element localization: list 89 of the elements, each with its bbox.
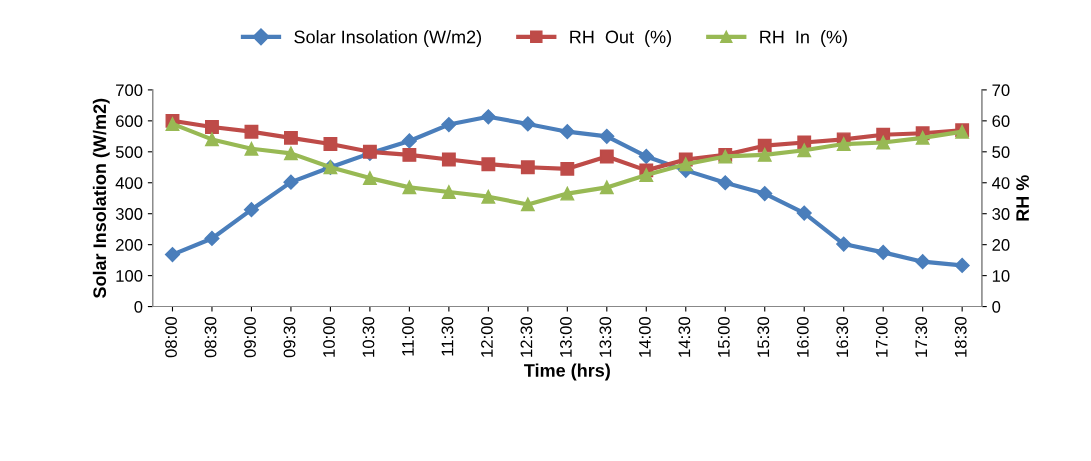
x-tick-label: 12:00 xyxy=(481,316,493,357)
point xyxy=(757,186,773,202)
x-tick-label: 14:00 xyxy=(638,316,651,357)
point xyxy=(520,197,535,212)
y2-tick-label: 40 xyxy=(992,177,1010,189)
point xyxy=(638,148,654,165)
x-axis-title: Time (hrs) xyxy=(524,363,610,381)
x-tick-label: 09:00 xyxy=(244,316,256,358)
y2-tick-label: 10 xyxy=(992,270,1010,282)
x-tick-label: 13:00 xyxy=(559,316,572,357)
x-tick-label: 09:30 xyxy=(283,316,296,358)
point xyxy=(599,149,614,164)
point xyxy=(559,124,575,140)
x-tick-label: 16:00 xyxy=(796,316,809,357)
y2-tick-label: 0 xyxy=(992,300,1001,313)
point xyxy=(954,257,970,273)
point xyxy=(401,133,417,149)
x-tick-label: 16:30 xyxy=(836,316,849,357)
point xyxy=(875,244,891,260)
point xyxy=(283,130,298,145)
x-tick-label: 17:00 xyxy=(875,316,888,357)
x-tick-label: 10:30 xyxy=(362,316,375,357)
y-tick-label: 100 xyxy=(116,270,143,282)
y2-tick-label: 70 xyxy=(992,84,1010,97)
x-tick-label: 08:00 xyxy=(165,316,177,358)
point xyxy=(402,180,417,195)
point xyxy=(323,137,338,152)
y-tick-label: 300 xyxy=(115,208,143,220)
point xyxy=(204,230,220,247)
y2-tick-label: 50 xyxy=(992,146,1010,158)
point xyxy=(441,185,456,199)
point xyxy=(796,205,812,221)
y2-tick-label: 60 xyxy=(992,115,1010,128)
x-tick-label: 14:30 xyxy=(678,316,691,357)
point xyxy=(481,189,496,204)
point xyxy=(441,152,456,167)
x-tick-label: 15:30 xyxy=(757,316,770,357)
point xyxy=(678,157,693,172)
legend-label: Solar Insolation (W/m2) xyxy=(294,30,482,47)
x-tick-label: 10:00 xyxy=(323,316,335,357)
point xyxy=(205,120,219,134)
point xyxy=(639,168,654,182)
point xyxy=(480,109,496,125)
point xyxy=(520,160,535,175)
point xyxy=(402,147,417,162)
point xyxy=(520,116,536,132)
y-tick-label: 200 xyxy=(116,239,143,251)
legend-label: RH Out (%) xyxy=(570,30,671,47)
x-tick-label: 11:30 xyxy=(441,316,454,356)
x-tick-label: 17:30 xyxy=(915,316,928,357)
y2-axis-title: RH % xyxy=(1016,175,1029,221)
point xyxy=(362,171,377,186)
point xyxy=(757,138,772,153)
point xyxy=(481,157,496,172)
point xyxy=(441,116,457,133)
point xyxy=(757,147,772,162)
y2-tick-label: 20 xyxy=(992,239,1010,251)
point xyxy=(836,236,852,252)
y-axis-title: Solar Insolation (W/m2) xyxy=(92,98,110,299)
point xyxy=(560,161,575,176)
point xyxy=(797,143,812,158)
point xyxy=(243,202,260,218)
point xyxy=(205,132,219,147)
y-tick-label: 500 xyxy=(115,146,143,158)
x-tick-label: 15:00 xyxy=(717,316,730,357)
x-tick-label: 18:30 xyxy=(954,316,967,357)
point xyxy=(876,135,891,150)
y2-tick-label: 30 xyxy=(992,208,1010,220)
point xyxy=(717,175,733,191)
point xyxy=(915,130,930,145)
y-tick-label: 600 xyxy=(116,115,143,128)
y-tick-label: 0 xyxy=(134,300,143,313)
point xyxy=(836,137,851,152)
x-tick-label: 12:30 xyxy=(520,316,533,357)
legend-label: RH In (%) xyxy=(760,30,847,47)
point xyxy=(244,124,259,139)
y-tick-label: 700 xyxy=(116,84,143,97)
point xyxy=(915,254,931,270)
x-tick-label: 08:30 xyxy=(204,316,217,358)
point xyxy=(560,186,575,201)
point xyxy=(283,174,299,190)
point xyxy=(283,146,298,161)
point xyxy=(244,141,259,156)
x-tick-label: 13:30 xyxy=(599,316,612,357)
y-tick-label: 400 xyxy=(115,177,143,189)
point xyxy=(164,246,181,263)
point xyxy=(599,128,615,144)
x-tick-label: 11:00 xyxy=(402,316,414,356)
point xyxy=(599,180,614,195)
